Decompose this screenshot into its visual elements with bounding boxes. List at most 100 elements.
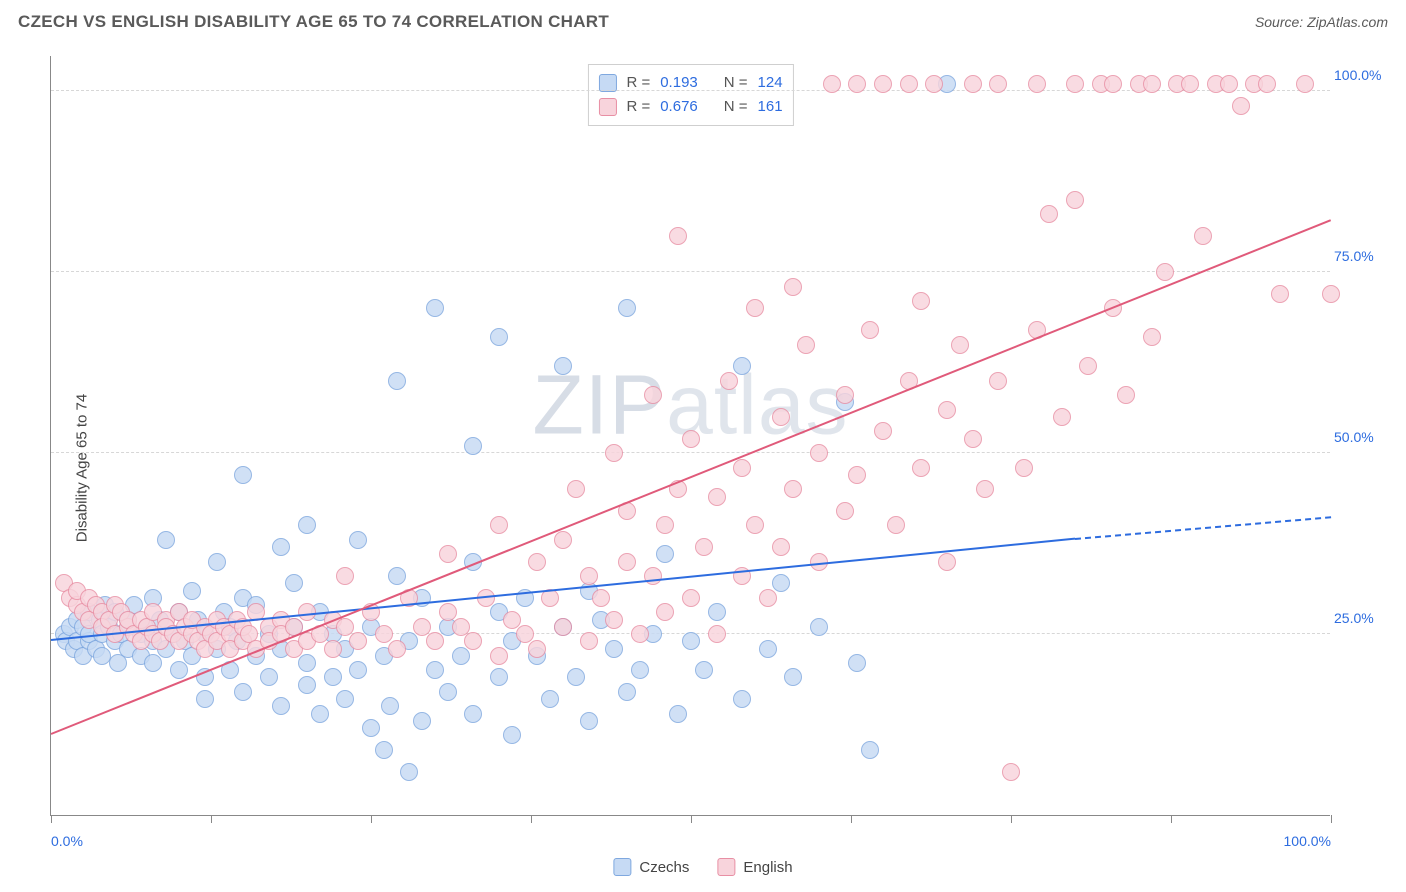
data-point — [874, 422, 892, 440]
data-point — [490, 516, 508, 534]
data-point — [464, 705, 482, 723]
data-point — [381, 697, 399, 715]
data-point — [285, 574, 303, 592]
n-value: 124 — [758, 71, 783, 95]
data-point — [682, 430, 700, 448]
data-point — [656, 545, 674, 563]
data-point — [925, 75, 943, 93]
data-point — [605, 611, 623, 629]
data-point — [349, 531, 367, 549]
data-point — [746, 516, 764, 534]
data-point — [196, 690, 214, 708]
r-value: 0.193 — [660, 71, 698, 95]
data-point — [656, 603, 674, 621]
scatter-plot: ZIPatlas R =0.193N =124R =0.676N =161 25… — [50, 56, 1330, 816]
data-point — [1015, 459, 1033, 477]
source-label: Source: ZipAtlas.com — [1255, 14, 1388, 30]
data-point — [234, 466, 252, 484]
legend-label: English — [743, 859, 792, 876]
data-point — [554, 531, 572, 549]
data-point — [439, 683, 457, 701]
data-point — [605, 444, 623, 462]
data-point — [1271, 285, 1289, 303]
data-point — [618, 299, 636, 317]
data-point — [157, 531, 175, 549]
data-point — [426, 632, 444, 650]
data-point — [695, 538, 713, 556]
x-tick-mark — [531, 815, 532, 823]
data-point — [336, 567, 354, 585]
data-point — [1002, 763, 1020, 781]
data-point — [810, 618, 828, 636]
data-point — [644, 567, 662, 585]
data-point — [669, 705, 687, 723]
legend-row: R =0.676N =161 — [598, 95, 782, 119]
data-point — [439, 545, 457, 563]
data-point — [567, 668, 585, 686]
data-point — [580, 632, 598, 650]
data-point — [1104, 75, 1122, 93]
data-point — [183, 582, 201, 600]
data-point — [618, 683, 636, 701]
y-tick-label: 75.0% — [1334, 248, 1394, 264]
data-point — [874, 75, 892, 93]
data-point — [848, 466, 866, 484]
legend-swatch — [613, 858, 631, 876]
data-point — [1194, 227, 1212, 245]
data-point — [656, 516, 674, 534]
data-point — [823, 75, 841, 93]
data-point — [362, 719, 380, 737]
data-point — [682, 589, 700, 607]
data-point — [964, 430, 982, 448]
data-point — [452, 618, 470, 636]
data-point — [336, 618, 354, 636]
watermark-part1: ZIP — [532, 358, 666, 452]
data-point — [1040, 205, 1058, 223]
data-point — [708, 625, 726, 643]
y-tick-label: 100.0% — [1334, 67, 1394, 83]
data-point — [144, 654, 162, 672]
data-point — [528, 553, 546, 571]
legend-series: CzechsEnglish — [613, 858, 792, 876]
data-point — [772, 574, 790, 592]
data-point — [554, 357, 572, 375]
data-point — [1028, 75, 1046, 93]
data-point — [631, 625, 649, 643]
data-point — [682, 632, 700, 650]
x-tick-mark — [851, 815, 852, 823]
data-point — [324, 640, 342, 658]
x-tick-label: 100.0% — [1284, 833, 1331, 849]
data-point — [708, 488, 726, 506]
x-tick-mark — [371, 815, 372, 823]
x-tick-label: 0.0% — [51, 833, 83, 849]
r-label: R = — [626, 95, 650, 119]
data-point — [1232, 97, 1250, 115]
r-label: R = — [626, 71, 650, 95]
data-point — [541, 690, 559, 708]
legend-item: English — [717, 858, 792, 876]
data-point — [848, 75, 866, 93]
data-point — [784, 278, 802, 296]
gridline-h — [51, 271, 1330, 272]
data-point — [1066, 191, 1084, 209]
n-value: 161 — [758, 95, 783, 119]
data-point — [464, 437, 482, 455]
data-point — [592, 589, 610, 607]
data-point — [490, 647, 508, 665]
data-point — [1066, 75, 1084, 93]
data-point — [503, 611, 521, 629]
y-tick-label: 25.0% — [1334, 610, 1394, 626]
data-point — [349, 632, 367, 650]
data-point — [336, 690, 354, 708]
data-point — [938, 553, 956, 571]
chart-container: Disability Age 65 to 74 ZIPatlas R =0.19… — [0, 44, 1406, 892]
data-point — [1156, 263, 1174, 281]
data-point — [388, 640, 406, 658]
data-point — [669, 227, 687, 245]
x-tick-mark — [1011, 815, 1012, 823]
data-point — [516, 625, 534, 643]
y-tick-label: 50.0% — [1334, 429, 1394, 445]
data-point — [708, 603, 726, 621]
data-point — [912, 292, 930, 310]
data-point — [324, 668, 342, 686]
